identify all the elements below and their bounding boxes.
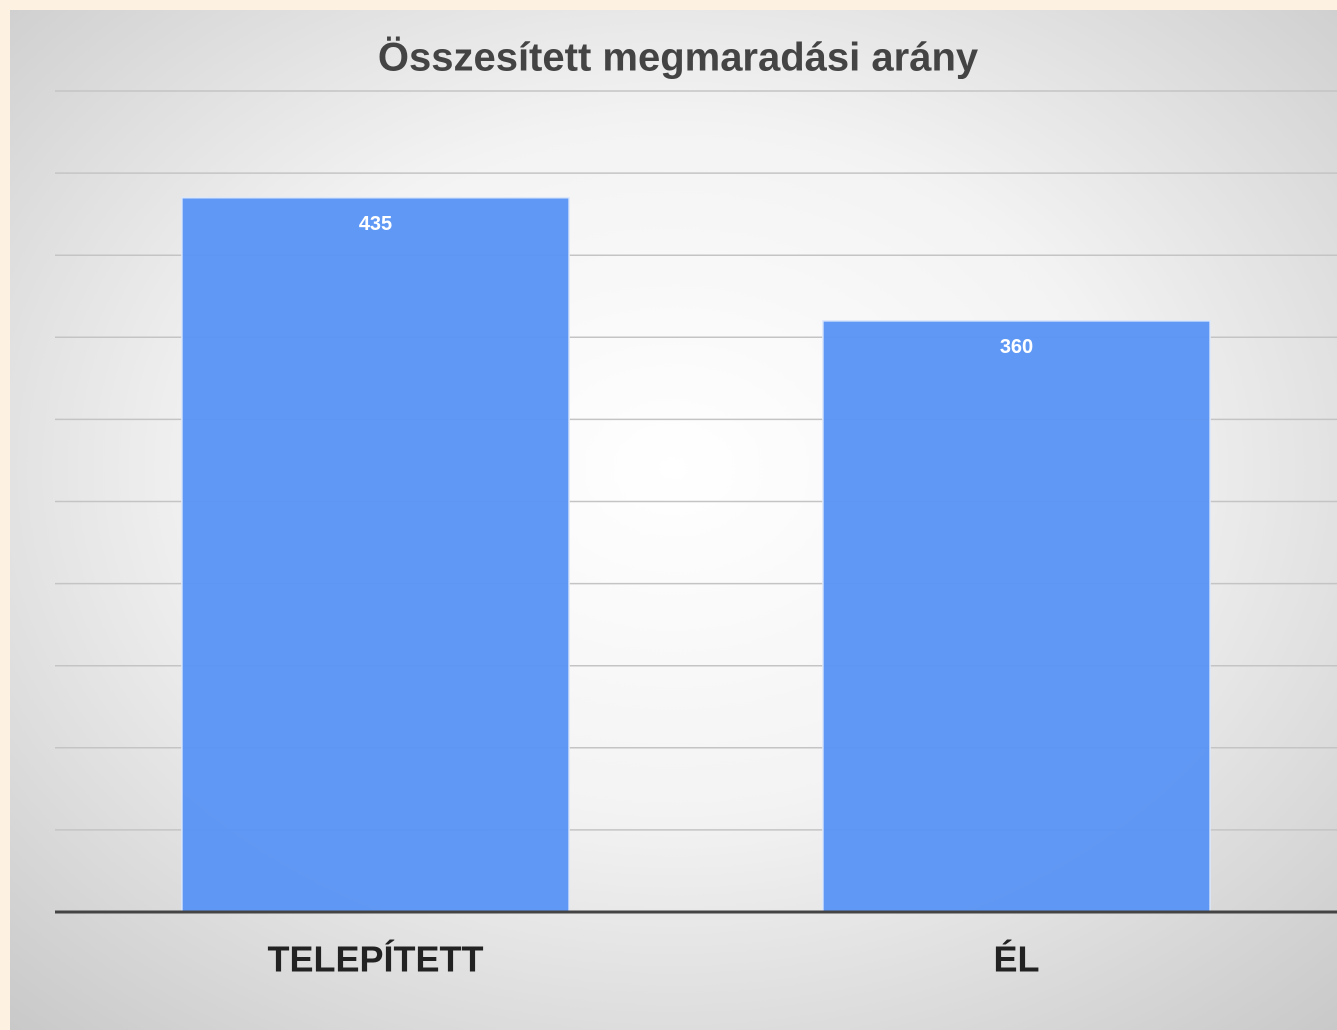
value-label: 435 [359,213,392,235]
chart-title: Összesített megmaradási arány [378,35,979,80]
x-tick-label: ÉL [993,939,1039,980]
x-tick-label: TELEPÍTETT [268,939,484,980]
bar [822,320,1211,913]
bar [181,196,570,913]
value-label: 360 [1000,336,1033,358]
